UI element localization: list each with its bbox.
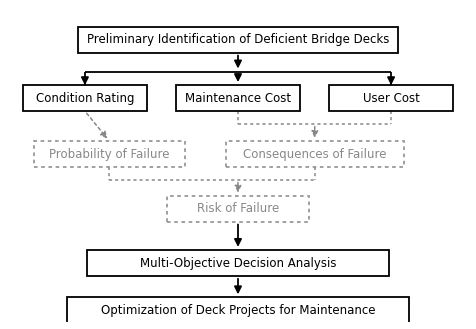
Bar [329,85,453,111]
Bar [176,85,300,111]
Text: Consequences of Failure: Consequences of Failure [243,148,387,161]
Text: Preliminary Identification of Deficient Bridge Decks: Preliminary Identification of Deficient … [87,33,389,46]
Text: Multi-Objective Decision Analysis: Multi-Objective Decision Analysis [140,257,336,269]
Bar [226,141,404,167]
Text: Maintenance Cost: Maintenance Cost [185,92,291,105]
Bar [67,297,409,323]
Bar [34,141,185,167]
Bar [23,85,147,111]
Bar [78,27,398,53]
Text: Risk of Failure: Risk of Failure [197,202,279,215]
Bar [167,196,309,222]
Bar [87,250,389,276]
Text: User Cost: User Cost [363,92,419,105]
Text: Condition Rating: Condition Rating [36,92,134,105]
Text: Probability of Failure: Probability of Failure [49,148,169,161]
Text: Optimization of Deck Projects for Maintenance: Optimization of Deck Projects for Mainte… [101,304,375,317]
